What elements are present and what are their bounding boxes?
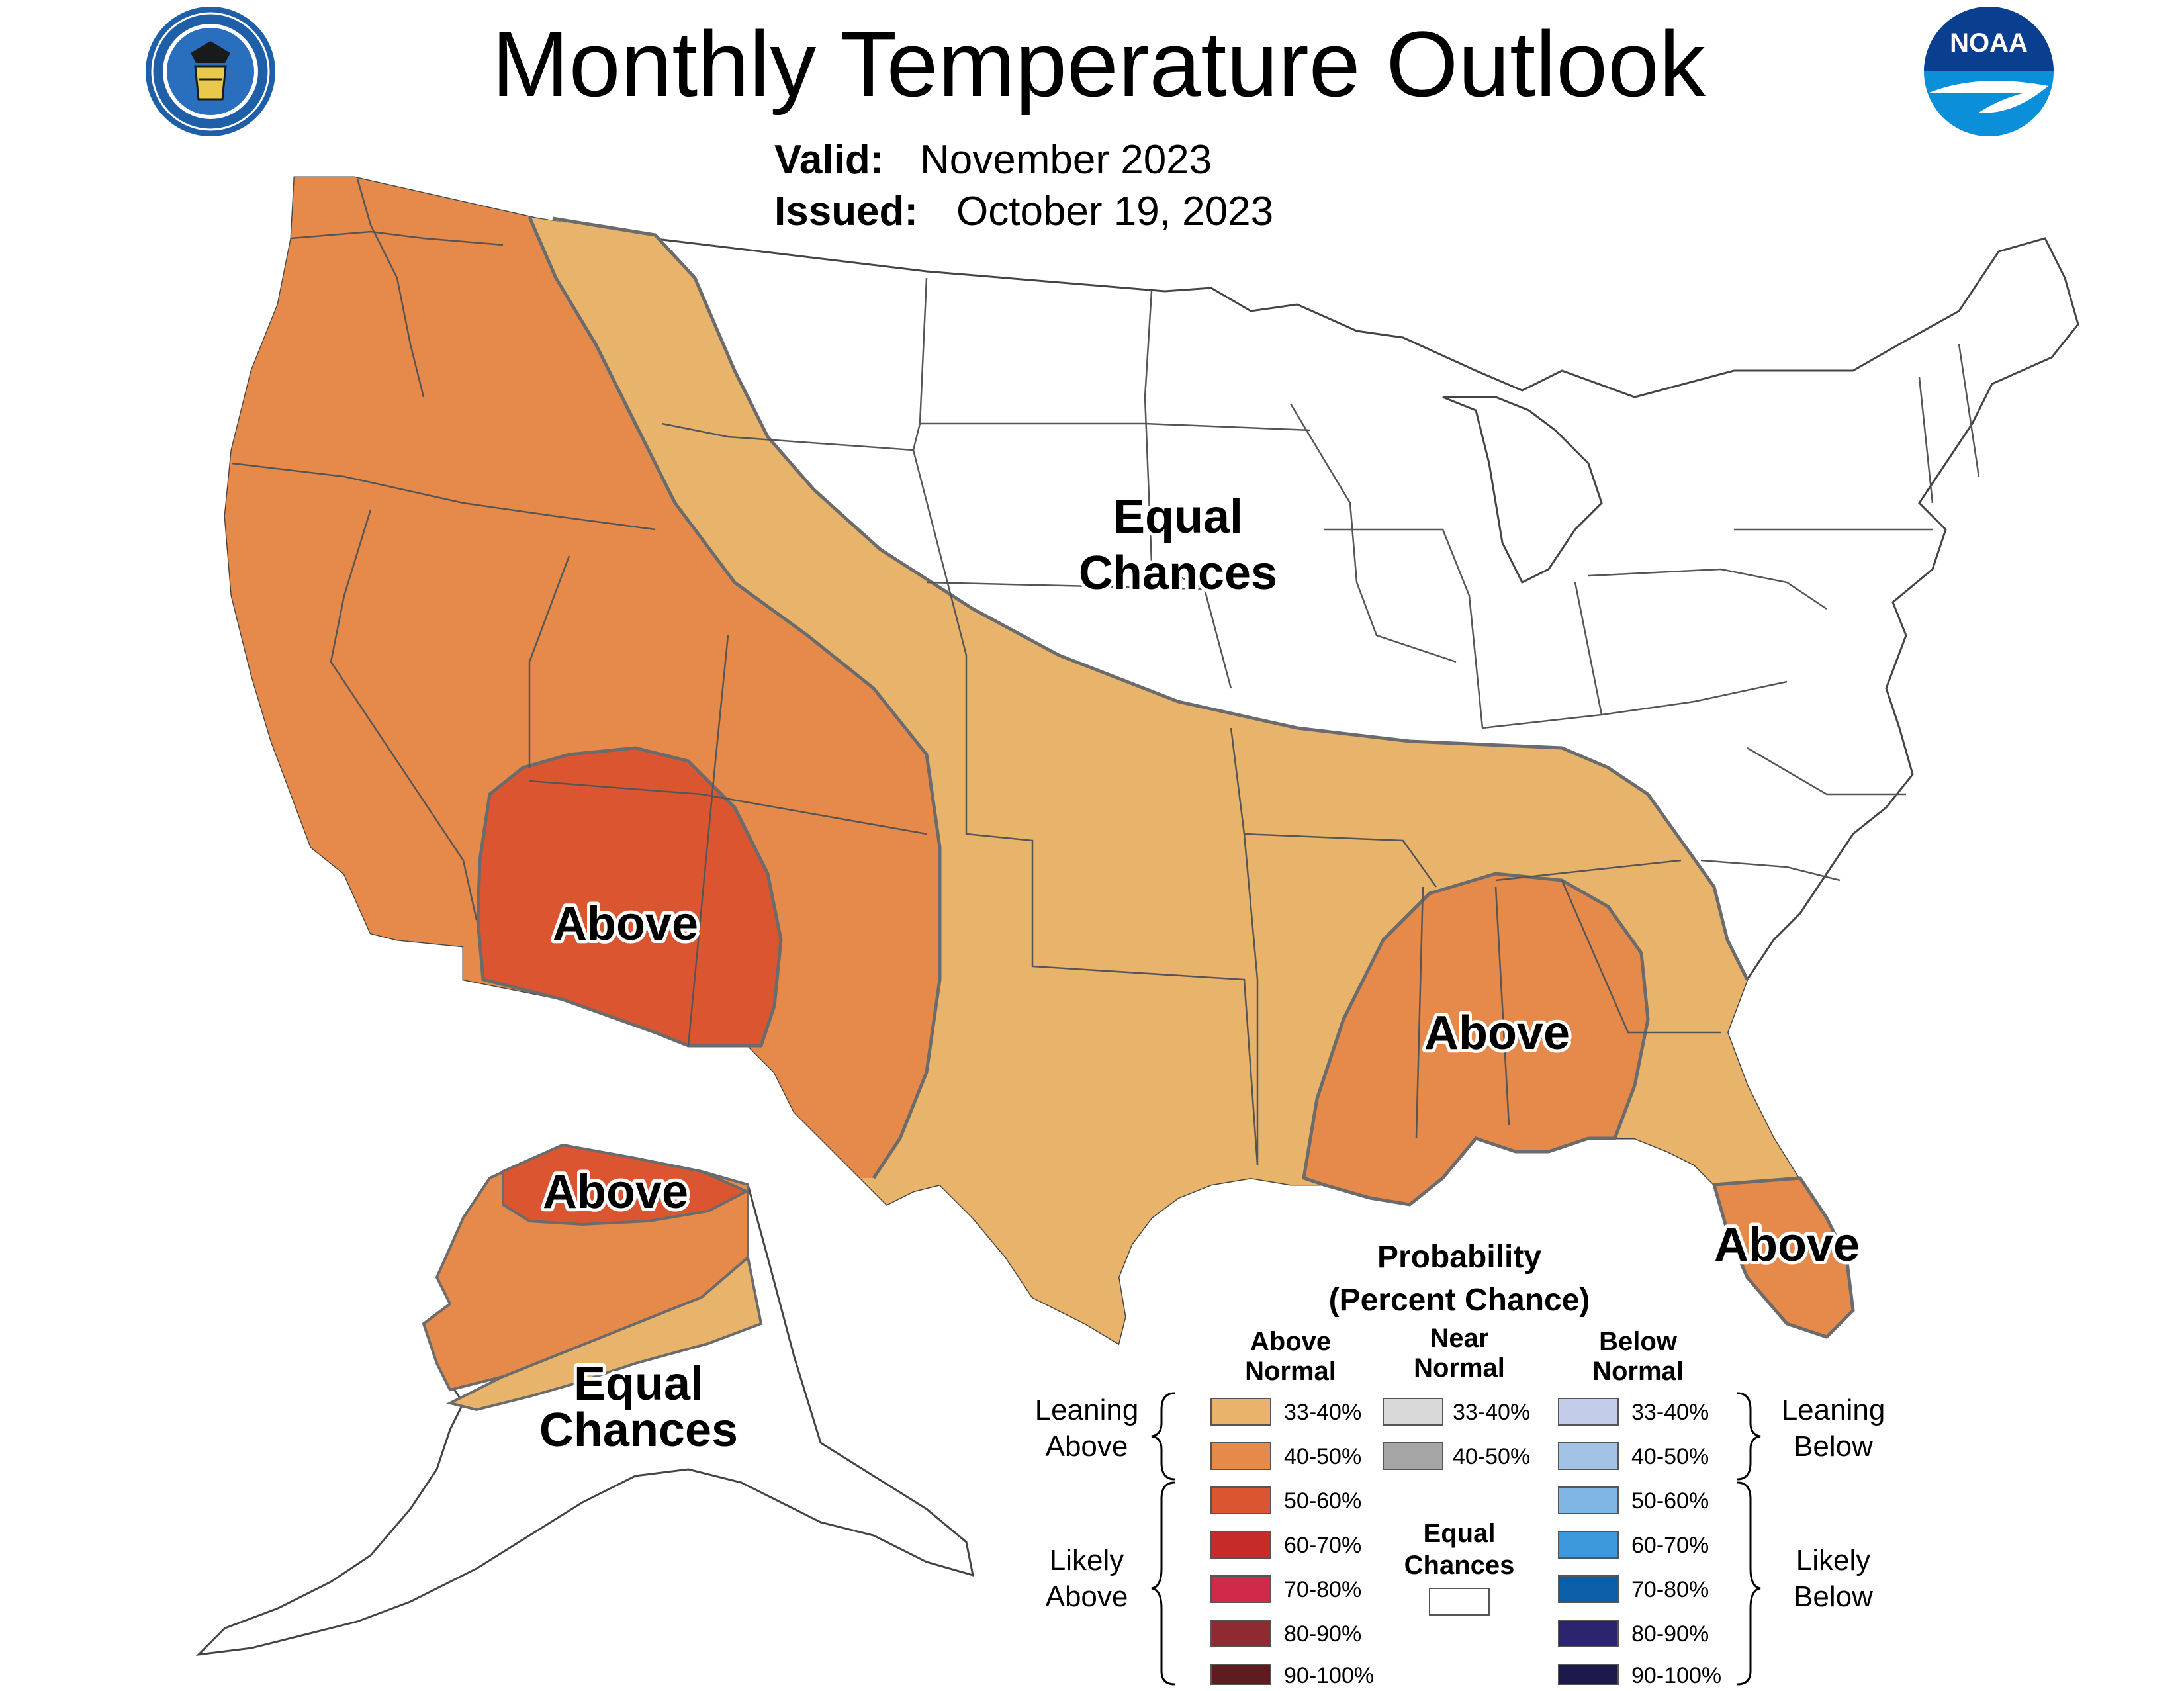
legend-swatch-above-70-80 xyxy=(1210,1575,1271,1603)
conus-equal-label-line2: Chances xyxy=(1079,547,1277,600)
legend-swatch-above-40-50 xyxy=(1210,1442,1271,1470)
legend-below-label-6: 80-90% xyxy=(1631,1622,1709,1647)
legend-swatch-above-50-60 xyxy=(1210,1486,1271,1514)
alaska-outline xyxy=(195,1144,974,1657)
legend-leaning-above-2: Above xyxy=(1046,1430,1128,1463)
legend-leaning-below-2: Below xyxy=(1794,1430,1873,1463)
legend: Probability (Percent Chance) Above Norma… xyxy=(1035,1240,1886,1688)
noaa-logo-text: NOAA xyxy=(1950,28,2028,58)
alaska-above-label: Above xyxy=(543,1165,688,1218)
contour-west-40 xyxy=(527,216,942,1179)
legend-likely-below-2: Below xyxy=(1794,1580,1873,1613)
legend-col-above-2: Normal xyxy=(1245,1357,1336,1386)
legend-swatch-below-60-70 xyxy=(1558,1531,1619,1559)
legend-leaning-above-1: Leaning xyxy=(1035,1394,1139,1426)
map-title: Monthly Temperature Outlook xyxy=(492,12,1706,116)
legend-swatch-near-40-50 xyxy=(1383,1442,1443,1470)
legend-swatch-below-80-90 xyxy=(1558,1620,1619,1647)
state-boundaries xyxy=(231,178,1980,1165)
alaska-above-50-60-region xyxy=(502,1143,750,1226)
legend-leaning-below-1: Leaning xyxy=(1782,1394,1886,1426)
legend-below-label-4: 60-70% xyxy=(1631,1533,1709,1558)
commerce-seal-icon xyxy=(146,7,275,136)
legend-swatch-equal xyxy=(1429,1588,1490,1616)
legend-likely-above-2: Above xyxy=(1046,1580,1128,1613)
legend-swatch-below-70-80 xyxy=(1558,1575,1619,1603)
legend-above-label-3: 50-60% xyxy=(1284,1488,1361,1514)
legend-above-label-1: 33-40% xyxy=(1284,1400,1361,1425)
contour-lean-above-edge xyxy=(552,216,1749,981)
legend-swatch-below-90-100 xyxy=(1558,1664,1619,1685)
legend-near-label-1: 33-40% xyxy=(1453,1400,1530,1425)
issued-value: October 19, 2023 xyxy=(956,189,1273,234)
noaa-logo-icon: NOAA xyxy=(1924,7,2054,136)
great-lakes xyxy=(1442,396,1603,584)
legend-swatch-above-33-40 xyxy=(1210,1398,1271,1426)
legend-below-label-1: 33-40% xyxy=(1631,1400,1709,1425)
issued-label: Issued: xyxy=(774,189,918,234)
conus-sw-above-label: Above xyxy=(553,897,698,950)
legend-below-label-2: 40-50% xyxy=(1631,1444,1709,1469)
legend-likely-below-1: Likely xyxy=(1796,1544,1871,1577)
legend-swatch-below-40-50 xyxy=(1558,1442,1619,1470)
legend-col-above-1: Above xyxy=(1250,1327,1331,1356)
legend-col-near-2: Normal xyxy=(1414,1353,1505,1383)
legend-swatch-near-33-40 xyxy=(1383,1398,1443,1426)
legend-above-label-6: 80-90% xyxy=(1284,1622,1361,1647)
conus-se-above-40-50-region xyxy=(1302,872,1650,1207)
legend-below-label-7: 90-100% xyxy=(1631,1663,1721,1688)
legend-col-below-1: Below xyxy=(1599,1327,1678,1356)
legend-swatch-below-50-60 xyxy=(1558,1486,1619,1514)
legend-near-label-2: 40-50% xyxy=(1453,1444,1530,1469)
alaska-equal-label-line1: Equal xyxy=(574,1357,704,1410)
conus-florida-above-label: Above xyxy=(1714,1218,1860,1271)
legend-above-label-2: 40-50% xyxy=(1284,1444,1361,1469)
legend-above-label-7: 90-100% xyxy=(1284,1663,1374,1688)
valid-value: November 2023 xyxy=(920,137,1212,183)
conus-equal-label-line1: Equal xyxy=(1113,490,1243,543)
legend-swatch-above-60-70 xyxy=(1210,1531,1271,1559)
legend-swatch-below-33-40 xyxy=(1558,1398,1619,1426)
legend-title-line2: (Percent Chance) xyxy=(1329,1283,1590,1318)
valid-label: Valid: xyxy=(774,137,884,183)
legend-col-near-1: Near xyxy=(1430,1324,1489,1353)
legend-col-below-2: Normal xyxy=(1592,1357,1684,1386)
legend-title-line1: Probability xyxy=(1377,1240,1541,1275)
legend-swatch-above-90-100 xyxy=(1210,1664,1271,1685)
legend-above-label-4: 60-70% xyxy=(1284,1533,1361,1558)
legend-swatch-above-80-90 xyxy=(1210,1620,1271,1647)
legend-below-label-5: 70-80% xyxy=(1631,1577,1709,1602)
conus-florida-above-40-50-region xyxy=(1711,1176,1855,1339)
legend-equal-2: Chances xyxy=(1404,1551,1515,1580)
legend-likely-above-1: Likely xyxy=(1050,1544,1124,1577)
conus-sw-above-50-60-region xyxy=(476,746,783,1048)
legend-below-label-3: 50-60% xyxy=(1631,1488,1709,1514)
conus-se-above-label: Above xyxy=(1424,1007,1570,1060)
alaska-equal-label-line2: Chances xyxy=(539,1404,738,1457)
legend-equal-1: Equal xyxy=(1424,1519,1496,1548)
legend-above-label-5: 70-80% xyxy=(1284,1577,1361,1602)
